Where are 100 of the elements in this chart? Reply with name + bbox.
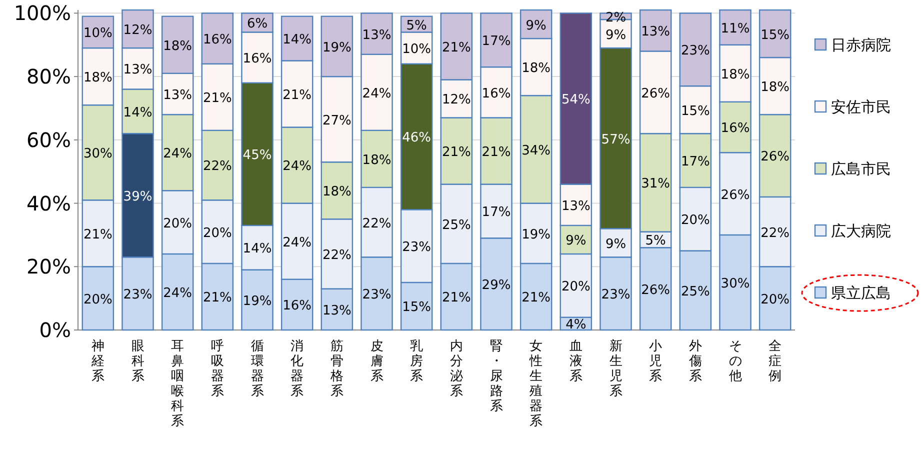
data-label: 15%	[402, 300, 432, 316]
legend-label: 広大病院	[831, 222, 891, 240]
data-label: 30%	[83, 146, 112, 162]
x-tick-label: 眼科系	[131, 339, 144, 384]
data-label: 21%	[202, 290, 232, 306]
data-label: 5%	[645, 234, 666, 249]
data-label: 24%	[163, 146, 192, 162]
data-label: 17%	[482, 205, 511, 220]
x-tick-label: 皮膚系	[370, 339, 384, 384]
data-label: 21%	[202, 91, 232, 106]
data-label: 18%	[362, 152, 392, 168]
data-label: 6%	[246, 16, 268, 32]
data-label: 34%	[522, 143, 551, 158]
x-tick-label: 耳鼻咽喉科系	[171, 339, 184, 429]
data-label: 4%	[566, 318, 586, 333]
data-label: 17%	[482, 34, 511, 50]
data-label: 23%	[402, 240, 432, 256]
data-label: 21%	[83, 227, 112, 242]
x-tick-label: その他	[728, 339, 742, 384]
data-label: 29%	[482, 278, 511, 294]
data-label: 12%	[442, 92, 471, 108]
data-label: 15%	[760, 28, 790, 43]
data-label: 16%	[720, 121, 750, 136]
data-label: 18%	[83, 70, 112, 86]
y-tick-label: 80%	[26, 64, 71, 89]
data-label: 26%	[760, 150, 790, 165]
data-label: 15%	[680, 104, 710, 119]
data-label: 13%	[322, 303, 352, 318]
data-label: 9%	[605, 28, 626, 43]
data-label: 57%	[601, 132, 630, 148]
data-label: 22%	[760, 226, 790, 241]
data-label: 14%	[242, 242, 272, 257]
data-label: 30%	[720, 276, 750, 292]
x-tick-label: 消化器系	[290, 339, 304, 399]
x-tick-label: 筋骨格系	[329, 339, 344, 399]
x-tick-label: 腎・尿路系	[490, 339, 503, 414]
data-label: 13%	[362, 28, 392, 43]
data-label: 54%	[561, 92, 590, 108]
data-label: 25%	[680, 284, 710, 300]
x-tick-label: 乳房系	[410, 339, 424, 384]
data-label: 21%	[442, 290, 471, 306]
data-label: 20%	[83, 292, 112, 308]
data-label: 20%	[202, 226, 232, 241]
data-label: 24%	[362, 86, 392, 102]
x-tick-label: 呼吸器系	[210, 339, 224, 399]
data-label: 46%	[402, 130, 432, 146]
x-tick-label: 血液系	[569, 339, 582, 384]
data-label: 20%	[163, 216, 192, 232]
data-label: 13%	[561, 198, 590, 214]
data-label: 12%	[123, 23, 152, 38]
data-label: 10%	[402, 42, 432, 58]
data-label: 18%	[522, 61, 551, 76]
y-tick-label: 0%	[39, 318, 71, 342]
data-label: 45%	[242, 148, 272, 164]
data-label: 19%	[242, 294, 272, 309]
data-label: 24%	[163, 286, 192, 301]
data-label: 25%	[442, 218, 471, 233]
data-label: 26%	[641, 282, 670, 298]
y-tick-label: 20%	[26, 254, 71, 279]
data-label: 20%	[561, 280, 590, 295]
data-label: 22%	[362, 216, 392, 232]
data-label: 5%	[406, 18, 427, 34]
data-label: 14%	[282, 32, 312, 48]
y-tick-label: 60%	[26, 128, 71, 152]
legend-label: 広島市民	[831, 160, 891, 178]
x-tick-label: 女性生殖器系	[528, 339, 543, 429]
data-label: 18%	[163, 38, 192, 54]
data-label: 9%	[605, 236, 626, 252]
data-label: 16%	[242, 52, 272, 67]
data-label: 18%	[322, 184, 352, 200]
data-label: 20%	[680, 213, 710, 228]
x-tick-label: 全症例	[768, 339, 782, 384]
x-tick-label: 外傷系	[688, 339, 702, 384]
y-tick-label: 40%	[26, 191, 71, 216]
x-tick-label: 循環器系	[250, 339, 264, 399]
data-label: 14%	[123, 105, 152, 120]
data-label: 26%	[720, 188, 750, 203]
legend-label: 日赤病院	[831, 36, 891, 54]
data-label: 23%	[601, 288, 630, 303]
data-label: 21%	[482, 144, 511, 160]
data-label: 26%	[641, 86, 670, 102]
data-label: 23%	[362, 288, 392, 303]
data-label: 24%	[282, 159, 312, 174]
data-label: 24%	[282, 235, 312, 250]
data-label: 21%	[522, 290, 551, 306]
data-label: 13%	[123, 62, 152, 78]
data-label: 17%	[680, 154, 710, 170]
data-label: 23%	[123, 288, 152, 303]
data-label: 16%	[482, 86, 511, 102]
data-label: 21%	[442, 144, 471, 160]
data-label: 39%	[123, 189, 152, 204]
data-label: 18%	[760, 80, 790, 96]
data-label: 9%	[566, 234, 586, 249]
x-tick-label: 神経系	[90, 339, 104, 384]
data-label: 23%	[680, 44, 710, 59]
data-label: 13%	[163, 88, 192, 103]
data-label: 22%	[202, 159, 232, 174]
data-label: 31%	[641, 176, 670, 192]
data-label: 19%	[522, 227, 551, 242]
data-label: 20%	[760, 292, 790, 308]
